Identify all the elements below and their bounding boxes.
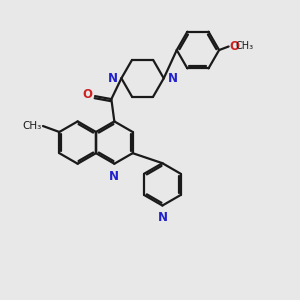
Text: O: O <box>229 40 239 53</box>
Text: N: N <box>168 72 178 85</box>
Text: O: O <box>82 88 93 101</box>
Text: CH₃: CH₃ <box>235 40 253 51</box>
Text: N: N <box>158 211 168 224</box>
Text: N: N <box>107 72 118 85</box>
Text: N: N <box>109 170 119 183</box>
Text: CH₃: CH₃ <box>23 121 42 131</box>
